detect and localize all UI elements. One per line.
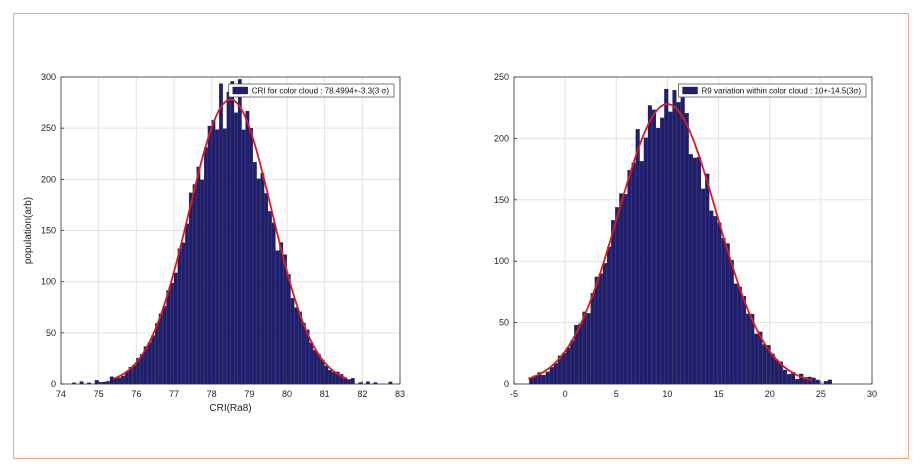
figure-frame [13,13,909,459]
